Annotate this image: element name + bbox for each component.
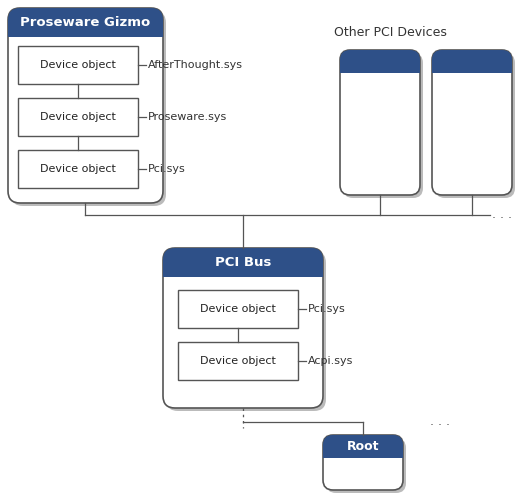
Text: Device object: Device object: [40, 60, 116, 70]
FancyBboxPatch shape: [432, 50, 512, 195]
Text: Pci.sys: Pci.sys: [308, 304, 346, 314]
Text: Pci.sys: Pci.sys: [148, 164, 186, 174]
Bar: [8, 22, 163, 37]
Text: AfterThought.sys: AfterThought.sys: [148, 60, 243, 70]
Text: . . .: . . .: [430, 414, 450, 427]
Text: Acpi.sys: Acpi.sys: [308, 356, 354, 366]
Text: Proseware.sys: Proseware.sys: [148, 112, 228, 122]
Bar: [18, 150, 138, 188]
Text: Device object: Device object: [200, 304, 276, 314]
FancyBboxPatch shape: [326, 438, 406, 493]
FancyBboxPatch shape: [435, 53, 515, 198]
Text: Device object: Device object: [40, 164, 116, 174]
FancyBboxPatch shape: [11, 11, 166, 206]
Text: Device object: Device object: [40, 112, 116, 122]
FancyBboxPatch shape: [8, 8, 163, 203]
FancyBboxPatch shape: [343, 53, 423, 198]
Text: Device object: Device object: [200, 356, 276, 366]
Bar: [18, 98, 138, 136]
FancyBboxPatch shape: [166, 251, 326, 411]
Text: PCI Bus: PCI Bus: [215, 255, 271, 268]
Bar: [18, 46, 138, 84]
Text: . . .: . . .: [492, 208, 512, 221]
Bar: [432, 61, 512, 73]
FancyBboxPatch shape: [323, 435, 403, 490]
FancyBboxPatch shape: [323, 435, 403, 457]
FancyBboxPatch shape: [432, 50, 512, 72]
FancyBboxPatch shape: [340, 50, 420, 195]
Text: Other PCI Devices: Other PCI Devices: [334, 25, 447, 38]
Text: Root: Root: [347, 440, 379, 453]
Bar: [163, 262, 323, 277]
Bar: [178, 342, 298, 380]
FancyBboxPatch shape: [163, 248, 323, 276]
Bar: [178, 290, 298, 328]
FancyBboxPatch shape: [8, 8, 163, 36]
Text: Proseware Gizmo: Proseware Gizmo: [20, 15, 151, 28]
FancyBboxPatch shape: [340, 50, 420, 72]
Bar: [323, 446, 403, 458]
FancyBboxPatch shape: [163, 248, 323, 408]
Bar: [340, 61, 420, 73]
